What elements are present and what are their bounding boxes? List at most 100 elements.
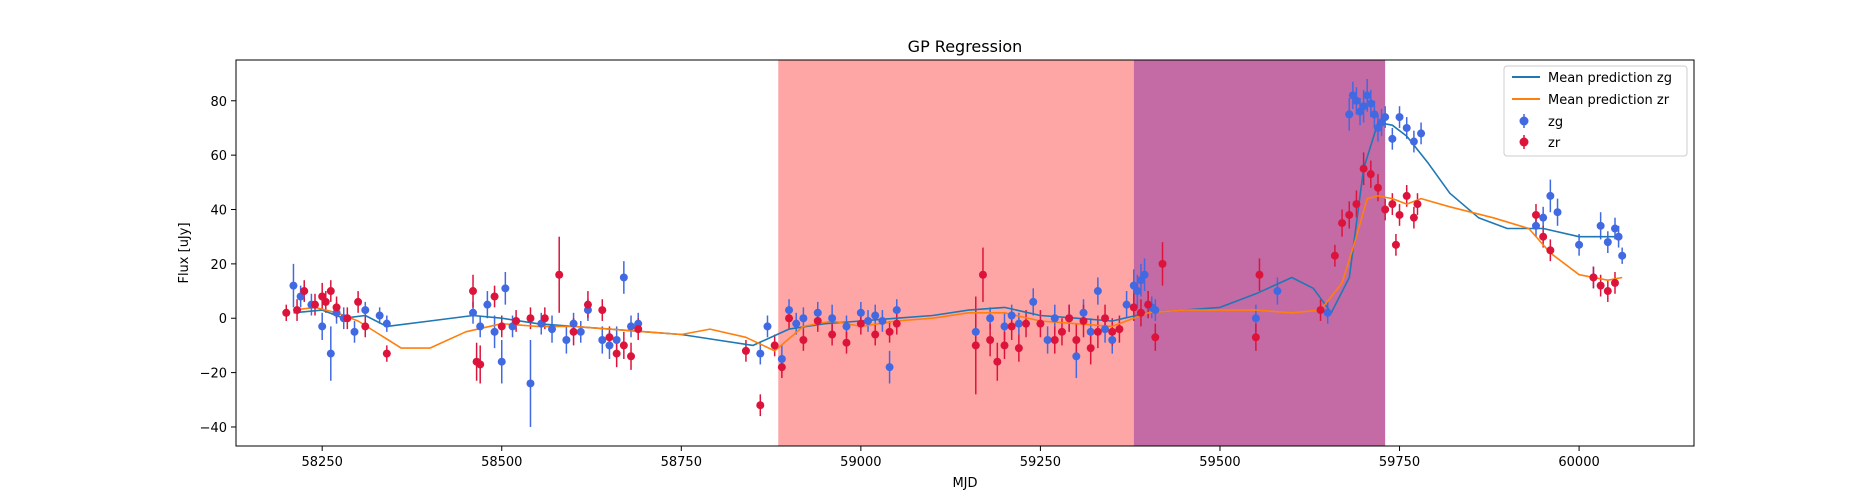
zg-data-point	[318, 322, 327, 331]
y-tick-label: 60	[210, 149, 227, 164]
zr-data-point	[300, 287, 309, 296]
zr-data-point	[1589, 273, 1598, 282]
zr-data-point	[1079, 316, 1088, 325]
zg-data-point	[1007, 311, 1016, 320]
zr-data-point	[892, 319, 901, 328]
plot-frame	[235, 59, 1695, 447]
legend-box	[1503, 65, 1688, 157]
zr-data-point	[1022, 319, 1031, 328]
zr-data-point	[293, 306, 302, 315]
zr-data-point	[1330, 251, 1339, 260]
zg-data-point	[375, 311, 384, 320]
zr-data-point	[1395, 210, 1404, 219]
zg-data-point	[1395, 113, 1404, 122]
zr-data-point	[627, 352, 636, 361]
zr-data-point	[583, 300, 592, 309]
y-tick-label: 40	[210, 204, 227, 219]
zr-data-point	[1546, 246, 1555, 255]
zr-data-point	[1072, 335, 1081, 344]
zr-data-point	[619, 341, 628, 350]
zg-data-point	[350, 327, 359, 336]
zr-data-point	[382, 349, 391, 358]
zr-data-point	[569, 327, 578, 336]
zg-data-point	[1093, 287, 1102, 296]
zr-data-point	[1391, 240, 1400, 249]
zg-data-point	[885, 363, 894, 372]
zg-data-point	[1072, 352, 1081, 361]
zr-data-point	[1388, 200, 1397, 209]
zr-data-point	[1603, 287, 1612, 296]
zg-data-point	[1575, 240, 1584, 249]
zr-data-point	[605, 333, 614, 342]
zr-data-point	[978, 270, 987, 279]
zr-data-point	[354, 297, 363, 306]
zr-data-point	[1144, 300, 1153, 309]
zr-data-point	[1093, 327, 1102, 336]
zr-data-point	[813, 316, 822, 325]
zg-data-point	[526, 379, 535, 388]
zg-data-point	[1388, 134, 1397, 143]
zr-data-point	[1596, 281, 1605, 290]
zr-data-point	[634, 325, 643, 334]
zg-data-point	[1079, 308, 1088, 317]
zg-data-point	[864, 316, 873, 325]
legend-zr-label: zr	[1548, 136, 1561, 151]
zg-data-point	[361, 306, 370, 315]
shaded-region-1	[778, 60, 1134, 446]
legend-zg-marker	[1519, 116, 1529, 126]
zr-data-point	[1115, 325, 1124, 334]
zg-data-point	[1029, 297, 1038, 306]
zg-data-point	[1381, 113, 1390, 122]
zg-data-point	[497, 357, 506, 366]
y-tick-label: 20	[210, 258, 227, 273]
zg-data-point	[627, 322, 636, 331]
zg-data-point	[382, 319, 391, 328]
zg-data-point	[469, 308, 478, 317]
zr-data-point	[343, 314, 352, 323]
zg-data-point	[813, 308, 822, 317]
zg-data-point	[1614, 232, 1623, 241]
x-tick-label: 59000	[840, 455, 881, 470]
zr-data-point	[1366, 170, 1375, 179]
zr-data-point	[1101, 314, 1110, 323]
zg-data-point	[1101, 325, 1110, 334]
zg-data-point	[1050, 314, 1059, 323]
zg-data-point	[871, 311, 880, 320]
zr-data-point	[1065, 314, 1074, 323]
zg-data-point	[1553, 208, 1562, 217]
zr-data-point	[1409, 213, 1418, 222]
zr-data-point	[1036, 319, 1045, 328]
zr-data-point	[1352, 200, 1361, 209]
zg-data-point	[777, 355, 786, 364]
x-tick-label: 58750	[661, 455, 702, 470]
x-tick-label: 59750	[1379, 455, 1420, 470]
zg-data-point	[1546, 191, 1555, 200]
zr-data-point	[856, 319, 865, 328]
zg-data-point	[799, 314, 808, 323]
zr-data-point	[1345, 210, 1354, 219]
zr-data-point	[598, 306, 607, 315]
zg-data-point	[1043, 335, 1052, 344]
zg-data-point	[1409, 137, 1418, 146]
zg-data-point	[483, 300, 492, 309]
x-tick-label: 58250	[302, 455, 343, 470]
zg-data-point	[605, 341, 614, 350]
zg-data-point	[1610, 224, 1619, 233]
x-tick-label: 58500	[481, 455, 522, 470]
zg-data-point	[1133, 287, 1142, 296]
zr-data-point	[871, 330, 880, 339]
zr-data-point	[1007, 322, 1016, 331]
zg-data-point	[476, 322, 485, 331]
zg-data-point	[1366, 99, 1375, 108]
zr-data-point	[1539, 232, 1548, 241]
zr-data-point	[526, 314, 535, 323]
zg-data-point	[576, 327, 585, 336]
zr-data-point	[490, 292, 499, 301]
chart-title: GP Regression	[908, 37, 1023, 56]
zg-data-point	[1122, 300, 1131, 309]
zr-data-point	[540, 314, 549, 323]
zg-data-point	[892, 306, 901, 315]
shaded-regions	[778, 60, 1386, 446]
x-tick-label: 59250	[1020, 455, 1061, 470]
zr-data-point	[1136, 308, 1145, 317]
